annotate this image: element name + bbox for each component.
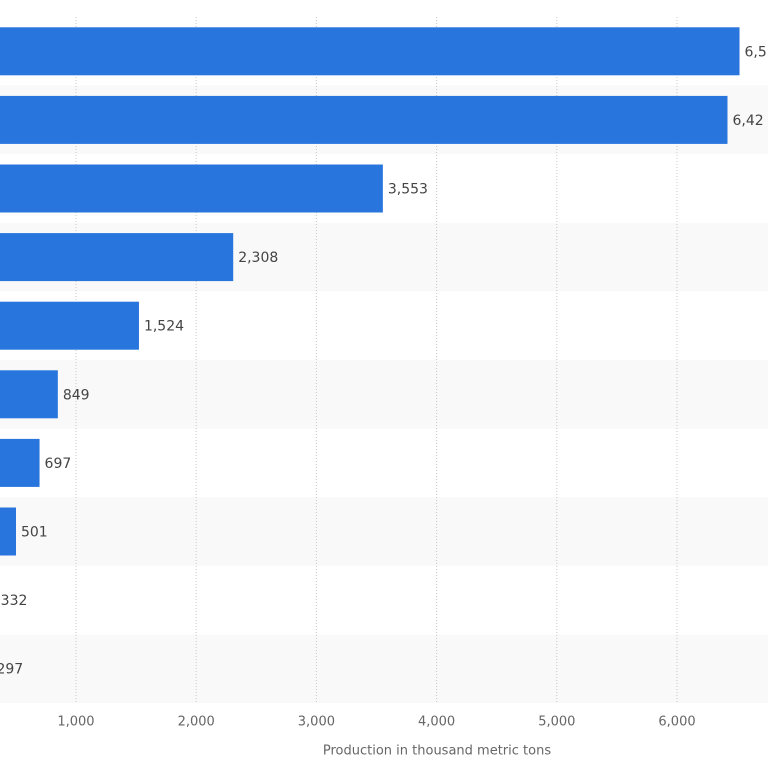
row-band [0, 497, 768, 566]
x-tick-label: 1,000 [57, 715, 94, 730]
x-tick-label: 3,000 [298, 715, 335, 730]
value-label: 1,524 [144, 319, 184, 335]
row-band [0, 634, 768, 703]
bar [0, 507, 16, 556]
value-label: 297 [0, 662, 23, 678]
value-label: 2,308 [238, 250, 278, 266]
value-label: 6,5 [745, 44, 767, 60]
x-tick-label: 6,000 [658, 715, 695, 730]
x-tick-label: 4,000 [418, 715, 455, 730]
bar [0, 164, 383, 213]
x-tick-label: 2,000 [178, 715, 215, 730]
value-label: 697 [45, 456, 72, 472]
bar [0, 370, 58, 419]
value-label: 849 [63, 387, 90, 403]
x-axis-title: Production in thousand metric tons [323, 744, 551, 759]
bar [0, 95, 728, 144]
bar [0, 301, 139, 350]
value-label: 3,553 [388, 182, 428, 198]
row-band [0, 360, 768, 429]
bar [0, 27, 740, 76]
bar [0, 233, 234, 282]
x-tick-label: 5,000 [538, 715, 575, 730]
bar [0, 438, 40, 487]
value-label: 332 [1, 593, 28, 609]
value-label: 501 [21, 525, 48, 541]
value-label: 6,42 [732, 113, 763, 129]
